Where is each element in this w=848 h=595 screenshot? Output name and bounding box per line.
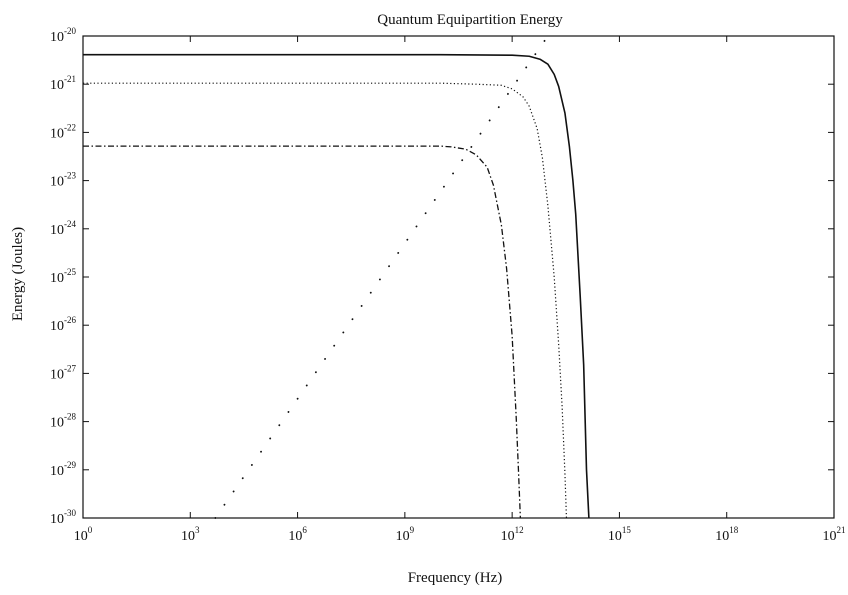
series-line-solid bbox=[83, 53, 590, 519]
y-tick-base: 10 bbox=[50, 223, 64, 238]
series-line-sparse-dotted bbox=[214, 35, 549, 519]
y-tick-exponent: -27 bbox=[64, 363, 76, 373]
y-tick-base: 10 bbox=[50, 126, 64, 141]
y-tick-exponent: -21 bbox=[64, 74, 76, 84]
x-tick-label: 106 bbox=[288, 525, 307, 544]
ticks-layer: 100 103 106 109 1012 1015 1018 102110-2010-2110… bbox=[50, 26, 846, 544]
y-tick-label: 10-26 bbox=[50, 315, 76, 334]
x-tick-exponent: 3 bbox=[195, 525, 200, 535]
x-tick-label: 1012 bbox=[501, 525, 524, 544]
x-tick-base: 10 bbox=[823, 529, 837, 544]
x-tick-base: 10 bbox=[288, 529, 302, 544]
series-line-dotted bbox=[83, 82, 568, 519]
y-tick-base: 10 bbox=[50, 367, 64, 382]
y-tick-label: 10-22 bbox=[50, 122, 76, 141]
x-tick-label: 1015 bbox=[608, 525, 632, 544]
x-tick-label: 109 bbox=[396, 525, 415, 544]
y-tick-exponent: -23 bbox=[64, 171, 76, 181]
y-tick-base: 10 bbox=[50, 512, 64, 527]
x-tick-base: 10 bbox=[501, 529, 515, 544]
y-tick-exponent: -25 bbox=[64, 267, 76, 277]
chart-title: Quantum Equipartition Energy bbox=[377, 12, 563, 28]
y-tick-exponent: -29 bbox=[64, 460, 76, 470]
x-tick-exponent: 15 bbox=[622, 525, 632, 535]
y-tick-label: 10-25 bbox=[50, 267, 76, 286]
y-tick-exponent: -30 bbox=[64, 508, 76, 518]
y-axis-label: Energy (Joules) bbox=[10, 227, 26, 321]
y-tick-base: 10 bbox=[50, 30, 64, 45]
x-tick-exponent: 0 bbox=[88, 525, 93, 535]
y-tick-exponent: -28 bbox=[64, 412, 76, 422]
y-tick-exponent: -26 bbox=[64, 315, 76, 325]
x-axis-label: Frequency (Hz) bbox=[408, 570, 503, 586]
x-tick-label: 1018 bbox=[715, 525, 739, 544]
x-tick-exponent: 18 bbox=[729, 525, 739, 535]
y-tick-label: 10-27 bbox=[50, 363, 76, 382]
y-tick-base: 10 bbox=[50, 464, 64, 479]
y-tick-base: 10 bbox=[50, 175, 64, 190]
x-tick-base: 10 bbox=[715, 529, 729, 544]
x-tick-label: 103 bbox=[181, 525, 200, 544]
y-tick-label: 10-28 bbox=[50, 412, 76, 431]
x-tick-exponent: 21 bbox=[837, 525, 846, 535]
x-tick-label: 1021 bbox=[823, 525, 846, 544]
series-layer bbox=[83, 35, 590, 519]
y-tick-base: 10 bbox=[50, 78, 64, 93]
x-tick-base: 10 bbox=[74, 529, 88, 544]
x-tick-base: 10 bbox=[181, 529, 195, 544]
y-tick-label: 10-21 bbox=[50, 74, 76, 93]
x-tick-exponent: 6 bbox=[302, 525, 307, 535]
y-tick-exponent: -24 bbox=[64, 219, 76, 229]
y-tick-label: 10-30 bbox=[50, 508, 76, 527]
series-line-dashdot bbox=[83, 145, 522, 519]
x-tick-exponent: 12 bbox=[515, 525, 524, 535]
x-tick-exponent: 9 bbox=[410, 525, 415, 535]
y-tick-exponent: -20 bbox=[64, 26, 76, 36]
x-tick-label: 100 bbox=[74, 525, 93, 544]
y-tick-label: 10-20 bbox=[50, 26, 76, 45]
x-tick-base: 10 bbox=[608, 529, 622, 544]
y-tick-base: 10 bbox=[50, 319, 64, 334]
y-tick-label: 10-23 bbox=[50, 171, 76, 190]
y-tick-base: 10 bbox=[50, 271, 64, 286]
x-tick-base: 10 bbox=[396, 529, 410, 544]
y-tick-exponent: -22 bbox=[64, 122, 76, 132]
y-tick-base: 10 bbox=[50, 416, 64, 431]
y-tick-label: 10-24 bbox=[50, 219, 76, 238]
y-tick-label: 10-29 bbox=[50, 460, 76, 479]
plot-frame bbox=[82, 35, 835, 519]
